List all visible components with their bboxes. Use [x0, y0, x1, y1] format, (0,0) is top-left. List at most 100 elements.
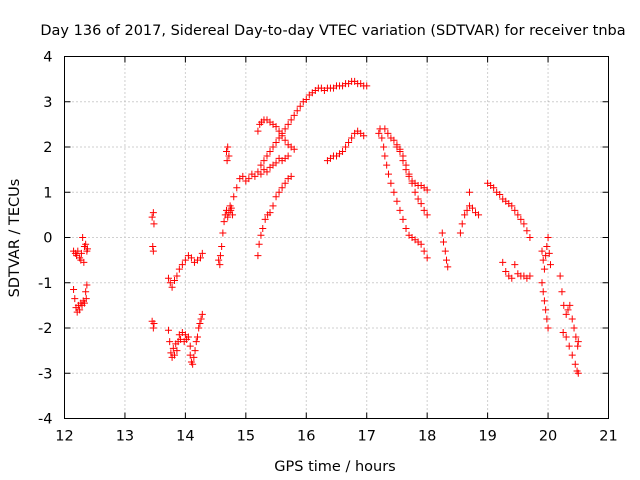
data-point	[511, 261, 519, 269]
data-point	[272, 159, 280, 167]
data-point	[420, 247, 428, 255]
data-point	[443, 256, 451, 264]
data-point	[348, 134, 356, 142]
series-arc-s	[499, 258, 534, 282]
data-point	[360, 132, 368, 140]
data-point	[218, 243, 226, 251]
x-tick-label: 16	[297, 429, 315, 445]
data-point	[164, 274, 172, 282]
data-point	[540, 265, 548, 273]
data-point	[546, 261, 554, 269]
series-arc-o	[393, 143, 431, 194]
data-point	[380, 143, 388, 151]
data-point	[167, 349, 175, 357]
data-point	[571, 360, 579, 368]
data-point	[345, 138, 353, 146]
data-point	[227, 206, 235, 214]
data-point	[441, 247, 449, 255]
data-point	[83, 245, 91, 253]
data-point	[390, 136, 398, 144]
series-arc-w	[559, 329, 582, 377]
data-point	[197, 254, 204, 262]
data-point	[439, 238, 447, 246]
x-axis-label: GPS time / hours	[274, 459, 395, 475]
data-point	[381, 125, 389, 133]
data-point	[197, 315, 205, 323]
data-point	[198, 310, 206, 318]
data-point	[417, 200, 425, 208]
data-point	[171, 276, 179, 284]
series-arc-p	[438, 229, 452, 271]
data-point	[219, 229, 227, 237]
data-point	[260, 157, 268, 165]
x-tick-label: 14	[176, 429, 194, 445]
series-arc-t	[538, 234, 554, 273]
data-point	[469, 204, 476, 212]
data-point	[222, 148, 230, 156]
data-point	[574, 369, 582, 377]
x-tick-label: 15	[237, 429, 255, 445]
data-point	[233, 184, 241, 192]
data-point	[284, 120, 292, 128]
chart-title: Day 136 of 2017, Sidereal Day-to-day VTE…	[40, 23, 625, 39]
series-arc-k	[254, 172, 295, 260]
data-point	[263, 168, 271, 176]
data-point	[269, 143, 277, 151]
data-point	[539, 256, 547, 264]
data-point	[463, 206, 471, 214]
data-point	[80, 258, 88, 266]
x-tick-label: 13	[116, 429, 134, 445]
data-point	[342, 143, 350, 151]
data-point	[80, 299, 88, 307]
data-point	[339, 148, 347, 156]
data-point	[544, 234, 552, 241]
data-point	[363, 82, 371, 90]
data-point	[405, 172, 413, 180]
data-point	[570, 324, 578, 332]
series-arc-m	[375, 125, 431, 262]
series-arc-a	[70, 234, 91, 266]
data-point	[254, 252, 262, 260]
data-point	[496, 191, 504, 199]
x-tick-label: 20	[539, 429, 557, 445]
data-point	[526, 234, 534, 241]
data-point	[193, 333, 201, 341]
data-point	[281, 125, 289, 133]
data-point	[562, 310, 570, 318]
data-point	[568, 315, 576, 323]
data-point	[164, 326, 172, 334]
data-point	[149, 243, 157, 251]
series-arc-r	[484, 179, 534, 241]
data-point	[545, 249, 553, 257]
data-point	[558, 288, 566, 296]
data-point	[149, 247, 157, 255]
data-point	[508, 274, 516, 282]
data-point	[387, 179, 395, 187]
data-point	[195, 324, 203, 332]
data-point	[508, 202, 516, 210]
data-point	[166, 279, 174, 287]
data-point	[171, 351, 179, 359]
data-point	[438, 229, 446, 237]
data-point	[565, 342, 573, 350]
data-point	[402, 166, 410, 174]
data-point	[266, 148, 274, 156]
data-point	[71, 295, 79, 303]
data-point	[544, 324, 552, 332]
data-point	[257, 231, 265, 239]
data-point	[269, 202, 277, 210]
data-point	[79, 234, 87, 241]
y-axis-label: SDTVAR / TECUs	[7, 179, 23, 298]
data-point	[177, 335, 185, 343]
data-point	[414, 195, 422, 203]
data-point	[224, 213, 232, 221]
data-point	[149, 324, 157, 332]
data-point	[70, 286, 78, 294]
y-tick-label: 4	[43, 50, 52, 66]
data-point	[538, 247, 546, 255]
y-tick-label: -3	[38, 366, 52, 382]
data-point	[456, 229, 464, 237]
data-point	[543, 243, 551, 251]
data-point	[383, 161, 391, 169]
data-point	[196, 319, 204, 327]
